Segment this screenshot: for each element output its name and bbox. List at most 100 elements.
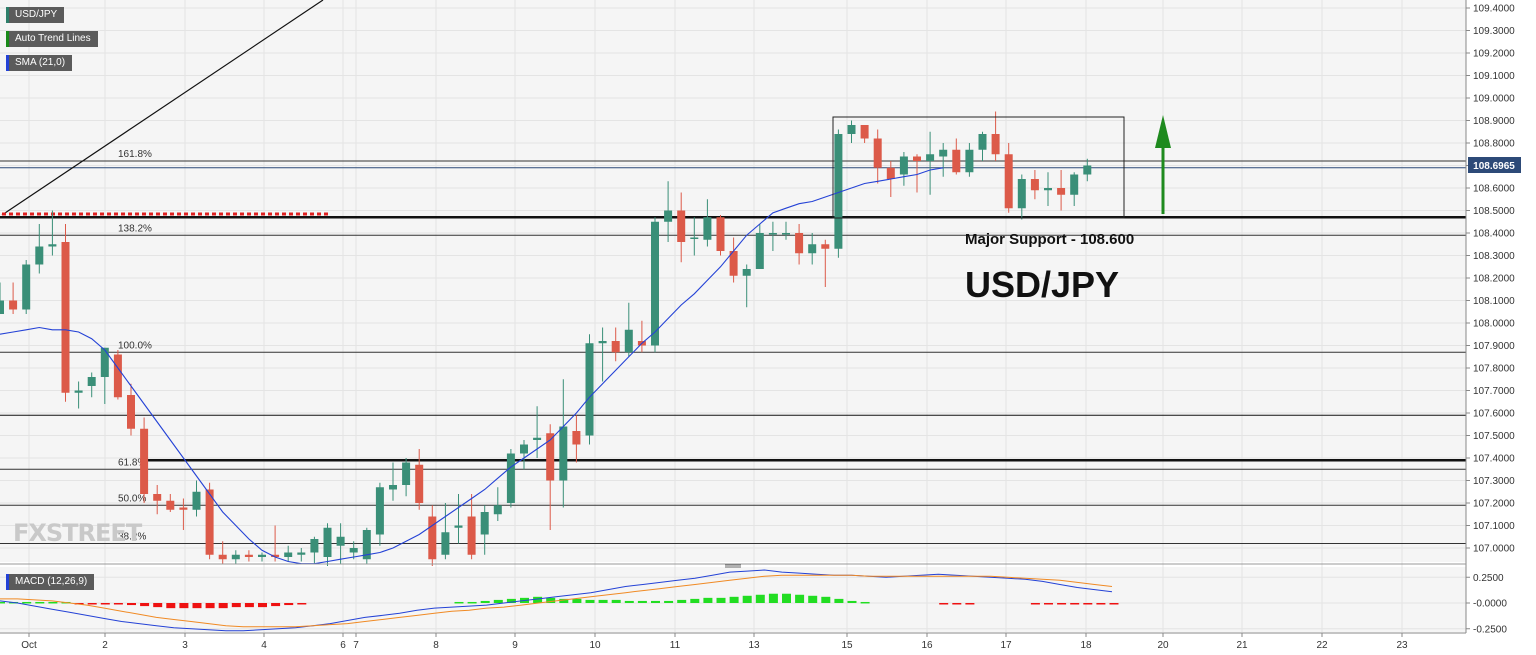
price-tick-label: 109.4000 [1473,4,1515,15]
bearish-candle [795,233,804,254]
bullish-candle [297,552,306,555]
macd-hist-negative [939,603,949,605]
bullish-candle [74,390,83,393]
bullish-candle [939,149,948,157]
macd-hist-positive [716,597,726,603]
macd-hist-negative [1109,603,1119,605]
bullish-candle [349,548,358,553]
macd-hist-positive [847,600,857,603]
bearish-candle [611,341,620,353]
bearish-candle [205,489,214,555]
macd-hist-negative [1083,603,1093,605]
pane-resize-handle[interactable] [725,564,741,568]
bullish-candle [402,462,411,485]
macd-tick-label: 0.2500 [1473,573,1504,584]
bearish-candle [271,554,280,557]
price-tick-label: 108.0000 [1473,319,1515,330]
grid [0,0,1466,632]
time-tick-label: 4 [261,640,267,651]
price-tick-label: 108.9000 [1473,116,1515,127]
time-tick-label: 6 [340,640,346,651]
fibonacci-labels: 161.8% 138.2% 100.0% 61.8% 50.0% 38.2% [118,149,152,543]
fibonacci-label: 138.2% [118,223,152,234]
macd-hist-negative [140,603,150,607]
bullish-candle [703,217,712,240]
macd-hist-negative [192,603,202,609]
macd-hist-positive [22,601,32,604]
macd-hist-positive [48,601,58,604]
bearish-candle [428,516,437,560]
sma-legend[interactable]: SMA (21,0) [6,55,73,71]
main-pane-background [0,0,1466,562]
price-tick-label: 108.1000 [1473,296,1515,307]
sma-color-marker [6,55,9,71]
macd-hist-negative [127,603,136,606]
watermark-logo: FXSTREET [13,519,143,547]
bullish-candle [48,244,57,247]
time-tick-label: 11 [670,640,681,651]
time-axis[interactable]: Oct 2 3 4 6 7 8 9 10 11 13 15 16 17 18 20 21 22 23 [21,633,1408,651]
bullish-candle [389,485,397,490]
macd-hist-negative [100,603,110,605]
bearish-candle [61,242,70,393]
macd-legend[interactable]: MACD (12,26,9) [6,574,95,590]
bullish-candle [978,134,987,150]
macd-hist-positive [454,601,464,604]
price-tick-label: 108.2000 [1473,274,1515,285]
macd-hist-positive [768,593,778,603]
fibonacci-label: 161.8% [118,149,152,160]
bearish-candle [127,395,135,429]
bearish-candle [729,251,738,276]
fibonacci-label: 38.2% [118,532,146,543]
price-tick-label: 109.3000 [1473,26,1515,37]
price-tick-label: 107.0000 [1473,544,1515,555]
time-tick-label: 17 [1000,640,1012,651]
bullish-candle [559,426,568,481]
bullish-candle [375,487,384,535]
macd-hist-positive [506,598,516,603]
trendlines-legend[interactable]: Auto Trend Lines [6,31,98,47]
bullish-candle [808,244,817,254]
time-tick-label: 21 [1236,640,1248,651]
time-tick-label: 2 [102,640,108,651]
price-axis[interactable]: 107.0000 107.1000 107.2000 107.3000 107.4000… [1466,4,1515,555]
time-tick-label: 10 [589,640,601,651]
bullish-candle [1070,174,1079,195]
fibonacci-label: 100.0% [118,340,152,351]
time-tick-label: 18 [1080,640,1092,651]
macd-hist-positive [624,600,634,603]
macd-hist-positive [0,601,5,604]
macd-hist-positive [467,601,477,604]
bullish-candle [1083,165,1092,175]
macd-hist-positive [651,600,660,603]
macd-hist-positive [782,593,791,603]
bullish-candle [520,444,528,454]
macd-line [0,569,1113,632]
macd-hist-negative [284,603,294,606]
bullish-candle [755,233,764,269]
bullish-candle [258,554,266,557]
price-tick-label: 107.9000 [1473,341,1515,352]
time-tick-label: 9 [512,640,518,651]
bullish-candle [22,264,31,310]
price-tick-label: 108.4000 [1473,229,1515,240]
price-tick-label: 109.2000 [1473,49,1515,60]
macd-hist-positive [834,598,844,603]
time-tick-label: 13 [748,640,760,651]
macd-hist-positive [598,599,608,603]
bullish-candle [284,552,293,557]
bearish-candle [415,464,424,503]
fibonacci-label: 50.0% [118,493,146,504]
macd-hist-positive [664,600,674,603]
macd-hist-negative [1096,603,1106,605]
macd-hist-positive [742,595,752,603]
symbol-legend[interactable]: USD/JPY [6,7,65,23]
bearish-candle [821,244,830,249]
bearish-candle [1057,188,1066,195]
bullish-candle [899,156,908,175]
macd-axis[interactable]: 0.2500 -0.0000 -0.2500 [1466,573,1507,636]
price-tick-label: 107.5000 [1473,431,1515,442]
sma-line [0,167,944,565]
macd-legend-text: MACD (12,26,9) [15,576,88,587]
